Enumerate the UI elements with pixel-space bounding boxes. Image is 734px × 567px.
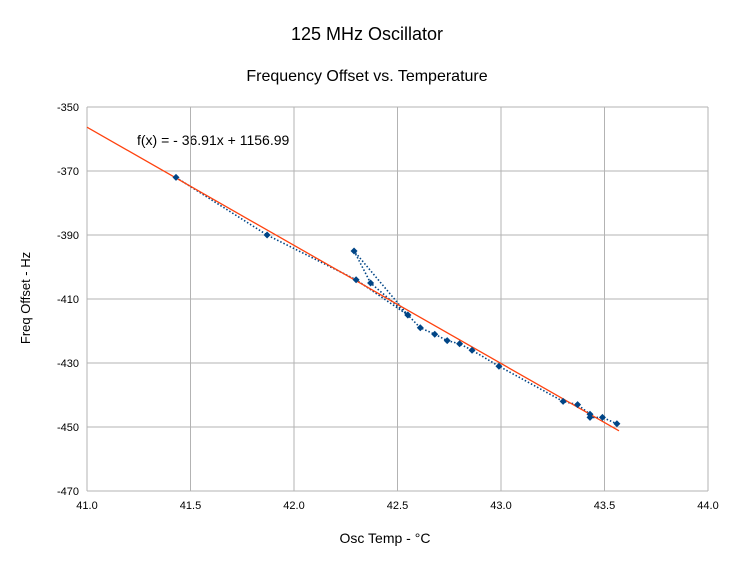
y-tick-label: -470 xyxy=(57,486,79,498)
y-axis-label: Freq Offset - Hz xyxy=(18,252,33,344)
x-axis-label: Osc Temp - °C xyxy=(340,530,431,546)
x-tick-label: 44.0 xyxy=(697,500,718,512)
y-tick-label: -430 xyxy=(57,358,79,370)
data-point xyxy=(559,397,567,405)
data-point xyxy=(443,337,451,345)
data-point xyxy=(586,413,594,421)
data-point xyxy=(495,362,503,370)
chart-subtitle: Frequency Offset vs. Temperature xyxy=(246,68,487,85)
trendline-equation: f(x) = - 36.91x + 1156.99 xyxy=(137,132,289,148)
data-point xyxy=(431,330,439,338)
data-point xyxy=(172,173,180,181)
data-point xyxy=(350,247,358,255)
y-tick-label: -370 xyxy=(57,166,79,178)
y-tick-label: -410 xyxy=(57,294,79,306)
data-point xyxy=(404,311,412,319)
x-tick-label: 42.0 xyxy=(283,500,304,512)
x-tick-label: 43.5 xyxy=(594,500,615,512)
data-point xyxy=(598,413,606,421)
data-point xyxy=(416,324,424,332)
y-tick-label: -390 xyxy=(57,230,79,242)
data-point xyxy=(263,231,271,239)
chart-title: 125 MHz Oscillator xyxy=(291,24,443,44)
data-point xyxy=(574,401,582,409)
y-tick-label: -450 xyxy=(57,422,79,434)
y-tick-label: -350 xyxy=(57,102,79,114)
data-point xyxy=(352,276,360,284)
x-tick-label: 42.5 xyxy=(387,500,408,512)
data-point xyxy=(456,340,464,348)
x-tick-label: 43.0 xyxy=(490,500,511,512)
series-line xyxy=(175,176,618,425)
data-point xyxy=(367,279,375,287)
trendline xyxy=(86,126,620,432)
data-point xyxy=(613,420,621,428)
x-tick-label: 41.5 xyxy=(180,500,201,512)
x-tick-label: 41.0 xyxy=(76,500,97,512)
data-point xyxy=(468,346,476,354)
